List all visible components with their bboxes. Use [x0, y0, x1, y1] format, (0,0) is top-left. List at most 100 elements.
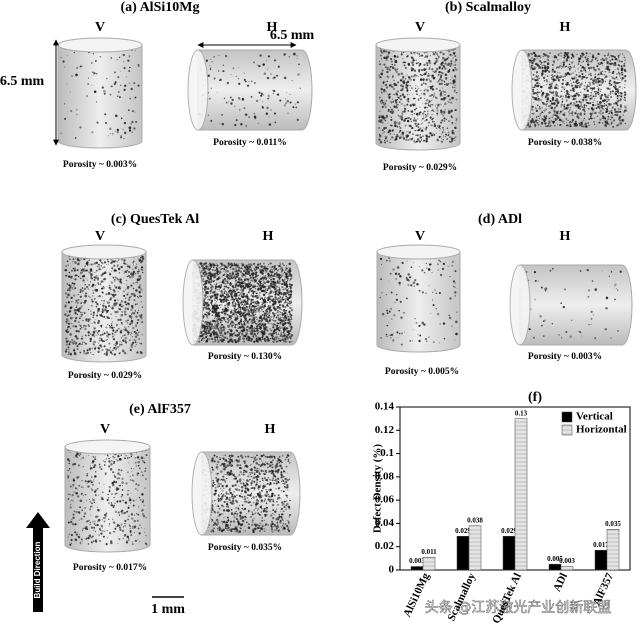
pore — [267, 97, 269, 100]
pore — [93, 279, 96, 281]
pore — [292, 106, 295, 109]
pore — [624, 106, 627, 109]
pore — [140, 320, 144, 324]
pore — [222, 64, 225, 66]
pore — [442, 138, 444, 141]
pore — [276, 287, 278, 289]
pore — [591, 103, 595, 107]
pore — [265, 291, 268, 294]
pore — [237, 77, 240, 80]
pore — [604, 107, 606, 109]
pore — [107, 301, 111, 304]
pore — [569, 125, 572, 128]
pore — [87, 279, 89, 281]
pore — [218, 324, 220, 326]
pore — [216, 326, 219, 328]
pore — [435, 103, 437, 105]
pore — [441, 133, 443, 135]
pore — [590, 95, 592, 97]
pore — [538, 107, 541, 110]
pore — [613, 92, 615, 94]
pore — [128, 265, 130, 267]
pore — [73, 349, 76, 352]
pore — [617, 123, 620, 127]
pore — [444, 135, 447, 138]
pore — [545, 94, 548, 97]
pore — [114, 347, 116, 349]
pore — [226, 101, 228, 103]
pore — [85, 95, 88, 97]
pore — [121, 323, 123, 325]
pore — [289, 267, 292, 270]
pore — [228, 329, 230, 331]
pore — [394, 124, 397, 128]
pore — [97, 319, 101, 323]
pore — [604, 120, 607, 124]
pore — [295, 106, 298, 109]
pore — [434, 77, 436, 79]
pore — [76, 348, 79, 351]
pore — [604, 93, 606, 95]
pore — [249, 289, 251, 291]
pore — [435, 58, 439, 62]
pore — [381, 121, 384, 124]
pore — [105, 352, 108, 355]
pore — [381, 101, 385, 104]
pore — [533, 125, 537, 128]
pore — [105, 318, 107, 320]
pore — [290, 328, 292, 330]
pore — [578, 100, 581, 103]
pore — [82, 274, 86, 278]
pore — [231, 98, 234, 102]
pore — [93, 330, 96, 333]
pore — [218, 288, 220, 290]
pore — [425, 62, 429, 65]
pore — [567, 82, 569, 84]
pore — [206, 275, 209, 278]
pore — [102, 285, 104, 288]
pore — [447, 111, 451, 115]
pore — [113, 264, 116, 267]
pore — [283, 76, 287, 80]
pore — [128, 69, 131, 72]
pore — [76, 274, 78, 277]
pore — [386, 70, 389, 74]
pore — [99, 263, 101, 265]
pore — [574, 104, 577, 107]
pore — [92, 292, 95, 294]
pore — [535, 120, 538, 122]
pore — [106, 348, 109, 351]
pore — [235, 313, 237, 315]
pore — [552, 102, 554, 104]
pore — [114, 302, 117, 305]
pore — [387, 104, 389, 106]
pore — [542, 52, 546, 56]
pore — [287, 313, 289, 315]
pore — [557, 88, 559, 90]
pore — [437, 125, 439, 126]
pore — [612, 106, 614, 108]
pore — [126, 304, 128, 306]
pore — [596, 59, 599, 62]
pore — [268, 322, 270, 324]
pore — [431, 75, 434, 79]
pore — [588, 95, 590, 97]
pore — [69, 91, 71, 93]
pore — [428, 61, 432, 65]
pore — [270, 280, 272, 283]
pore — [86, 351, 89, 354]
pore — [263, 280, 265, 282]
pore — [536, 57, 538, 60]
pore — [236, 323, 238, 326]
pore — [92, 289, 94, 292]
pore — [599, 97, 603, 100]
pore — [260, 329, 262, 331]
pore — [618, 60, 621, 63]
pore — [93, 323, 95, 325]
pore — [239, 109, 241, 111]
pore — [211, 327, 213, 329]
pore — [208, 278, 210, 281]
pore — [562, 95, 565, 98]
pore — [217, 70, 220, 72]
pore — [133, 82, 136, 85]
